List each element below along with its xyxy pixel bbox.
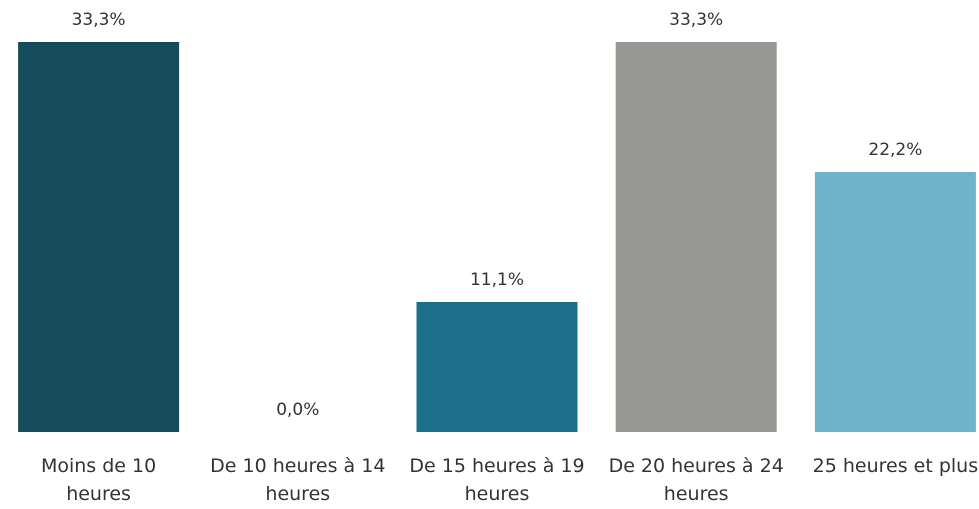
value-label: 0,0% bbox=[276, 400, 320, 420]
value-label: 11,1% bbox=[469, 270, 524, 290]
x-tick-label: Moins de 10 heures bbox=[40, 455, 157, 505]
x-tick-label: De 10 heures à 14 heures bbox=[210, 455, 386, 505]
bar bbox=[814, 172, 976, 432]
x-tick-label: De 15 heures à 19 heures bbox=[409, 455, 585, 505]
x-tick-label: De 20 heures à 24 heures bbox=[608, 455, 784, 505]
bar bbox=[18, 42, 180, 432]
value-label: 22,2% bbox=[868, 140, 923, 160]
x-tick-label: 25 heures et plus bbox=[812, 455, 979, 477]
value-label: 33,3% bbox=[669, 10, 724, 30]
bar bbox=[416, 302, 578, 432]
bar bbox=[615, 42, 777, 432]
value-label: 33,3% bbox=[71, 10, 126, 30]
